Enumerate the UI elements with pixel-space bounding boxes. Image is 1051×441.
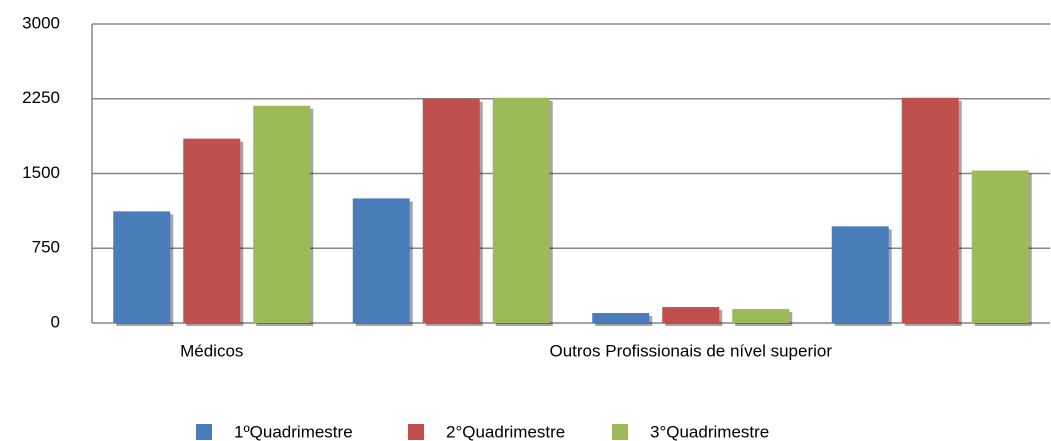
bar (592, 313, 650, 323)
bar (831, 226, 889, 323)
y-tick-label: 0 (51, 312, 60, 331)
legend-swatch (408, 424, 424, 440)
legend-swatch (612, 424, 628, 440)
x-tick-label: Médicos (180, 341, 243, 360)
y-tick-label: 3000 (22, 13, 60, 32)
legend-swatch (196, 424, 212, 440)
legend-label: 2°Quadrimestre (446, 422, 565, 441)
bar (183, 138, 241, 323)
bar (732, 309, 790, 323)
bar (422, 98, 480, 323)
x-tick-label: Outros Profissionais de nível superior (549, 341, 832, 360)
y-tick-label: 750 (32, 238, 60, 257)
bar (971, 170, 1029, 323)
bar (901, 97, 959, 324)
y-tick-label: 1500 (22, 163, 60, 182)
legend-label: 3°Quadrimestre (650, 422, 769, 441)
legend-label: 1ºQuadrimestre (234, 422, 353, 441)
bar (492, 97, 550, 324)
bar (113, 211, 171, 323)
bar (662, 307, 720, 323)
bar (352, 198, 410, 323)
bar (253, 105, 311, 323)
y-tick-label: 2250 (22, 88, 60, 107)
